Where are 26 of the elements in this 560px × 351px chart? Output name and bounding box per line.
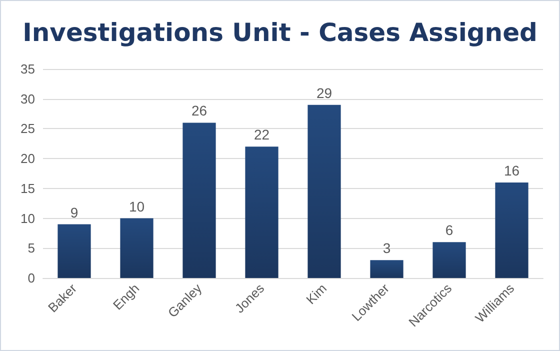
- bar: [120, 218, 154, 278]
- data-label: 3: [382, 240, 391, 256]
- y-tick-label: 25: [20, 121, 35, 136]
- y-tick-label: 0: [28, 270, 35, 286]
- y-tick-label: 15: [20, 180, 35, 196]
- data-label: 16: [504, 162, 520, 178]
- data-label: 10: [128, 198, 145, 214]
- y-tick-label: 35: [20, 62, 35, 76]
- data-label: 9: [70, 204, 78, 220]
- y-tick-label: 20: [20, 151, 35, 166]
- bar: [58, 224, 91, 278]
- data-label: 6: [445, 222, 454, 238]
- data-label: 22: [254, 126, 270, 143]
- data-label: 26: [191, 102, 208, 119]
- x-tick-label: Kim: [303, 280, 330, 308]
- chart-title: Investigations Unit - Cases Assigned: [22, 18, 538, 47]
- y-tick-label: 10: [20, 210, 35, 226]
- y-tick-label: 30: [20, 91, 35, 106]
- bar: [495, 182, 528, 278]
- y-tick-label: 5: [28, 240, 35, 256]
- bar: [370, 260, 404, 278]
- bar: [308, 104, 341, 278]
- bar: [245, 146, 278, 278]
- bar: [182, 122, 216, 278]
- bar: [432, 242, 466, 278]
- data-label: 29: [316, 84, 332, 101]
